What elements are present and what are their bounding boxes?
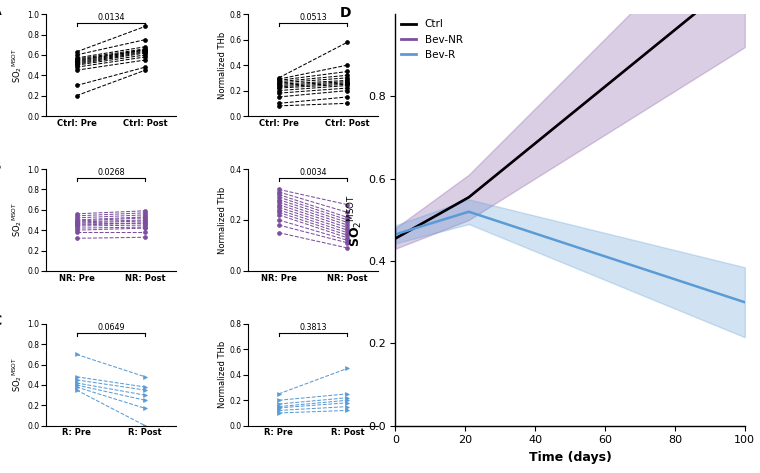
Text: 0.0268: 0.0268 bbox=[97, 168, 125, 177]
Text: 0.0034: 0.0034 bbox=[299, 168, 327, 177]
Y-axis label: SO$_2$$^{\mathsf{MSOT}}$: SO$_2$$^{\mathsf{MSOT}}$ bbox=[11, 202, 24, 237]
Text: 0.0513: 0.0513 bbox=[299, 13, 327, 22]
Y-axis label: Normalized THb: Normalized THb bbox=[217, 341, 226, 408]
Text: D: D bbox=[340, 6, 351, 20]
Text: 0.3813: 0.3813 bbox=[299, 323, 327, 332]
Y-axis label: Normalized THb: Normalized THb bbox=[217, 186, 226, 254]
Y-axis label: Normalized THb: Normalized THb bbox=[217, 32, 226, 99]
Y-axis label: SO$_2$$^{\mathsf{MSOT}}$: SO$_2$$^{\mathsf{MSOT}}$ bbox=[11, 357, 24, 392]
Text: 0.0649: 0.0649 bbox=[97, 323, 125, 332]
Text: A: A bbox=[0, 4, 2, 18]
Y-axis label: SO$_2$$^{\mathsf{MSOT}}$: SO$_2$$^{\mathsf{MSOT}}$ bbox=[347, 193, 365, 246]
X-axis label: Time (days): Time (days) bbox=[529, 451, 612, 464]
Text: 0.0134: 0.0134 bbox=[97, 13, 125, 22]
Text: C: C bbox=[0, 314, 1, 328]
Y-axis label: SO$_2$$^{\mathsf{MSOT}}$: SO$_2$$^{\mathsf{MSOT}}$ bbox=[11, 48, 24, 83]
Legend: Ctrl, Bev-NR, Bev-R: Ctrl, Bev-NR, Bev-R bbox=[401, 19, 463, 60]
Text: B: B bbox=[0, 159, 2, 173]
